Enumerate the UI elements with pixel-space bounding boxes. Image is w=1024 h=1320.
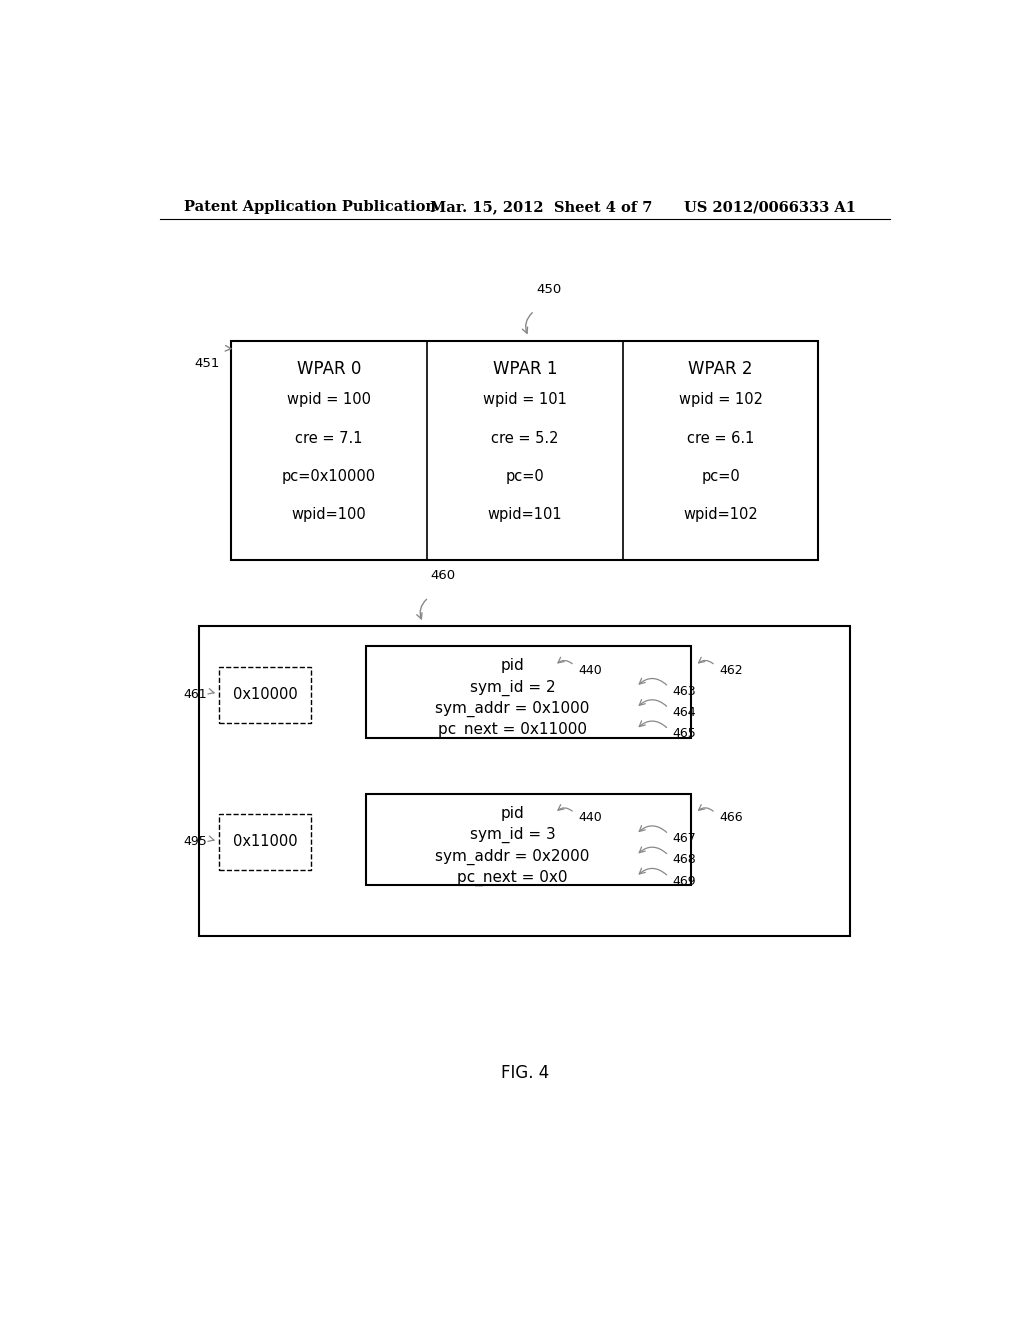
Text: 461: 461 bbox=[183, 688, 207, 701]
Bar bbox=[231, 342, 818, 560]
Text: 450: 450 bbox=[537, 282, 562, 296]
Text: WPAR 1: WPAR 1 bbox=[493, 359, 557, 378]
Text: pc=0: pc=0 bbox=[701, 469, 740, 484]
Text: cre = 7.1: cre = 7.1 bbox=[295, 430, 362, 446]
Text: 440: 440 bbox=[579, 664, 602, 677]
Text: Patent Application Publication: Patent Application Publication bbox=[183, 201, 435, 214]
Text: pid: pid bbox=[501, 659, 524, 673]
Text: 462: 462 bbox=[719, 664, 742, 677]
Bar bbox=[367, 793, 691, 886]
Text: 468: 468 bbox=[673, 854, 696, 866]
Text: wpid = 102: wpid = 102 bbox=[679, 392, 763, 407]
Text: wpid=102: wpid=102 bbox=[683, 507, 758, 523]
Text: sym_id = 3: sym_id = 3 bbox=[470, 828, 555, 843]
Text: wpid = 101: wpid = 101 bbox=[483, 392, 566, 407]
Text: sym_id = 2: sym_id = 2 bbox=[470, 680, 555, 696]
Bar bbox=[219, 814, 310, 870]
Bar bbox=[367, 647, 691, 738]
Text: pc_next = 0x0: pc_next = 0x0 bbox=[458, 870, 567, 886]
Text: 463: 463 bbox=[673, 685, 696, 698]
Text: 469: 469 bbox=[673, 875, 696, 888]
Text: 464: 464 bbox=[673, 706, 696, 719]
Text: cre = 5.2: cre = 5.2 bbox=[492, 430, 558, 446]
Text: 440: 440 bbox=[579, 810, 602, 824]
Text: wpid = 100: wpid = 100 bbox=[287, 392, 371, 407]
Bar bbox=[200, 626, 850, 936]
Text: 460: 460 bbox=[430, 569, 456, 582]
Bar bbox=[219, 667, 310, 722]
Text: pc=0: pc=0 bbox=[506, 469, 544, 484]
Text: cre = 6.1: cre = 6.1 bbox=[687, 430, 755, 446]
Text: FIG. 4: FIG. 4 bbox=[501, 1064, 549, 1082]
Text: WPAR 0: WPAR 0 bbox=[297, 359, 361, 378]
Text: Mar. 15, 2012  Sheet 4 of 7: Mar. 15, 2012 Sheet 4 of 7 bbox=[430, 201, 652, 214]
Text: 465: 465 bbox=[673, 727, 696, 741]
Text: pc_next = 0x11000: pc_next = 0x11000 bbox=[438, 722, 587, 738]
Text: wpid=100: wpid=100 bbox=[292, 507, 367, 523]
Text: sym_addr = 0x2000: sym_addr = 0x2000 bbox=[435, 849, 590, 865]
Text: pid: pid bbox=[501, 805, 524, 821]
Text: 0x10000: 0x10000 bbox=[232, 686, 297, 702]
Text: US 2012/0066333 A1: US 2012/0066333 A1 bbox=[684, 201, 855, 214]
Text: WPAR 2: WPAR 2 bbox=[688, 359, 753, 378]
Text: 466: 466 bbox=[719, 810, 742, 824]
Text: wpid=101: wpid=101 bbox=[487, 507, 562, 523]
Text: 495: 495 bbox=[183, 836, 207, 849]
Text: 0x11000: 0x11000 bbox=[232, 834, 297, 850]
Text: 451: 451 bbox=[194, 356, 219, 370]
Text: pc=0x10000: pc=0x10000 bbox=[282, 469, 376, 484]
Text: sym_addr = 0x1000: sym_addr = 0x1000 bbox=[435, 701, 590, 717]
Text: 467: 467 bbox=[673, 832, 696, 845]
